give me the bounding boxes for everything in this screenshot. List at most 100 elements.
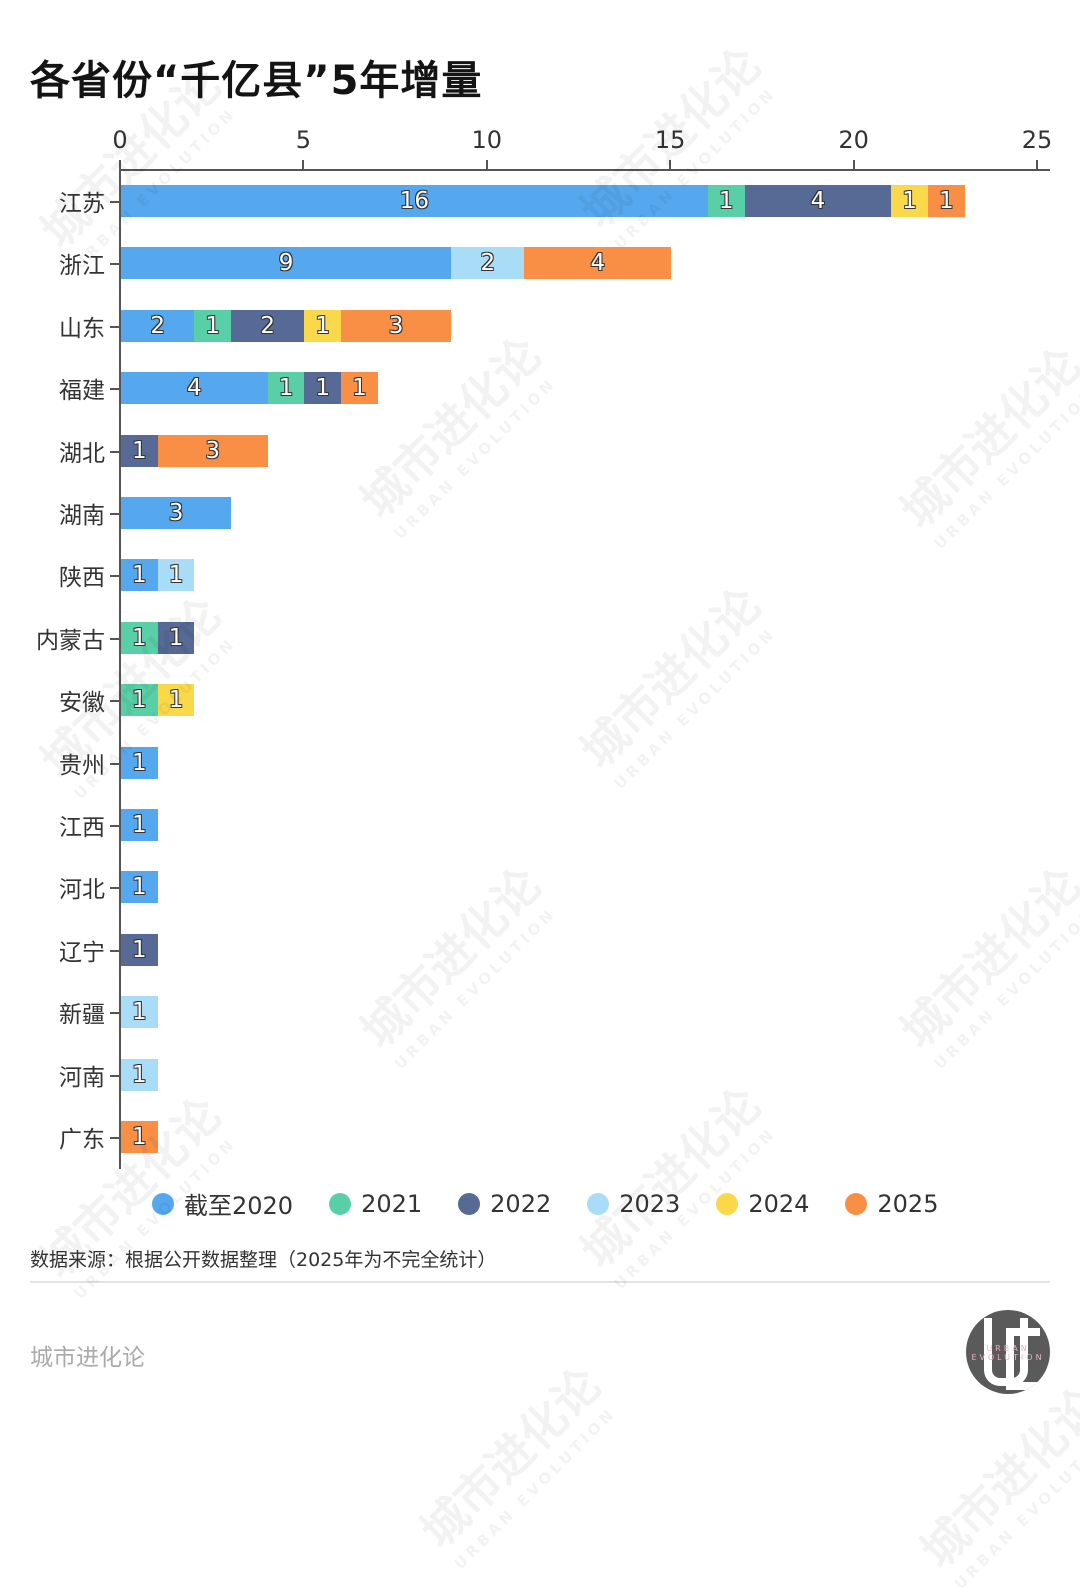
legend-dot-icon [329, 1192, 352, 1215]
legend-dot-icon [845, 1192, 868, 1215]
x-tick-mark [119, 160, 121, 170]
bar-segment-2022: 4 [744, 185, 892, 217]
data-source-note: 数据来源：根据公开数据整理（2025年为不完全统计） [30, 1249, 497, 1271]
legend-dot-icon [587, 1192, 610, 1215]
x-tick-label: 20 [838, 126, 869, 154]
footer-divider [30, 1281, 1050, 1283]
y-tick-mark [110, 325, 120, 328]
bar-segment-2023: 1 [121, 996, 158, 1029]
y-tick-mark [110, 762, 120, 765]
y-tick-mark [110, 887, 120, 890]
bar-segment-2021: 1 [707, 185, 745, 217]
x-tick-label: 5 [295, 126, 312, 154]
bar-segment-2025: 3 [341, 309, 452, 342]
x-tick-mark [302, 160, 305, 170]
stacked-bar: 16 1 4 1 1 [121, 185, 965, 217]
y-tick-mark [110, 263, 120, 266]
x-tick-label: 10 [471, 126, 503, 154]
y-tick-mark [110, 575, 120, 578]
stacked-bar: 1 [121, 996, 158, 1029]
category-label: 江苏 [59, 191, 105, 217]
stacked-bar: 1 [121, 1058, 158, 1091]
x-tick-label: 0 [112, 126, 128, 154]
stacked-bar: 3 [121, 497, 232, 529]
bar-segment-2024: 1 [891, 185, 928, 217]
stacked-bar: 1 [121, 933, 158, 966]
category-label: 山东 [59, 315, 105, 342]
logo-c-shape [1006, 1328, 1040, 1390]
category-label: 内蒙古 [36, 627, 105, 654]
category-label: 江西 [59, 815, 105, 841]
chart-legend: 截至2020 2021 2022 2023 2024 2025 [152, 1186, 938, 1221]
bar-segment-2024: 1 [304, 309, 342, 342]
bar-segment-2025: 1 [341, 372, 378, 405]
bar-segment-2023: 2 [451, 247, 525, 280]
y-tick-mark [110, 700, 120, 703]
category-label: 河南 [59, 1064, 105, 1091]
legend-label: 2025 [877, 1189, 939, 1218]
brand-logo-icon: URBAN EVOLUTION [966, 1310, 1050, 1394]
category-label: 河北 [59, 877, 105, 904]
x-axis-line [120, 169, 1050, 171]
legend-item: 2025 [845, 1190, 938, 1218]
stacked-bar: 1 [121, 746, 158, 779]
category-label: 浙江 [59, 253, 105, 280]
x-tick-mark [1036, 160, 1038, 170]
legend-item: 2023 [587, 1190, 680, 1218]
bar-segment-2024: 1 [157, 684, 195, 717]
category-label: 湖南 [59, 503, 105, 529]
category-label: 新疆 [59, 1002, 105, 1029]
legend-label: 2024 [748, 1189, 810, 1218]
y-tick-mark [110, 201, 120, 203]
legend-dot-icon [152, 1192, 174, 1215]
stacked-bar: 1 [121, 809, 158, 841]
bar-segment-截至2020: 16 [121, 185, 708, 217]
y-tick-mark [110, 1074, 120, 1077]
bar-segment-2025: 1 [121, 1121, 158, 1153]
chart-plot-area: 0 5 10 15 20 25 江苏 16 1 4 1 1 浙江 9 2 4 山东 2 1 2 1 3 福建 4 1 1 1 湖北 1 3… [36, 126, 1053, 1169]
bar-segment-2022: 1 [121, 434, 158, 467]
category-label: 辽宁 [59, 939, 105, 966]
y-tick-mark [110, 450, 120, 453]
category-label: 贵州 [59, 752, 105, 779]
category-label: 陕西 [59, 565, 105, 592]
category-label: 湖北 [59, 440, 105, 467]
bar-segment-截至2020: 9 [121, 247, 452, 280]
x-tick-mark [485, 160, 488, 170]
bar-segment-2021: 1 [194, 309, 232, 342]
legend-label: 2021 [361, 1189, 423, 1218]
y-axis-line [119, 169, 121, 1169]
x-tick-mark [852, 160, 855, 170]
bar-segment-截至2020: 2 [121, 309, 195, 342]
legend-item: 2024 [716, 1190, 809, 1218]
x-tick-mark [669, 160, 672, 170]
logo-text: URBAN EVOLUTION [971, 1344, 1045, 1362]
x-tick-label: 25 [1021, 126, 1053, 154]
legend-item: 截至2020 [152, 1186, 293, 1221]
bar-segment-截至2020: 3 [121, 497, 232, 529]
bar-segment-2022: 2 [231, 309, 305, 342]
category-label: 安徽 [59, 690, 105, 717]
category-label: 福建 [59, 378, 105, 405]
legend-item: 2021 [329, 1190, 422, 1218]
y-tick-mark [110, 513, 120, 515]
legend-label: 2023 [619, 1189, 681, 1218]
bar-segment-2025: 3 [157, 434, 268, 467]
bar-segment-2025: 1 [927, 185, 965, 217]
category-label: 广东 [59, 1127, 105, 1153]
bar-segment-截至2020: 1 [121, 746, 158, 779]
legend-dot-icon [458, 1192, 481, 1215]
bar-segment-截至2020: 4 [121, 372, 268, 405]
y-tick-mark [110, 825, 120, 827]
y-tick-mark [110, 637, 120, 640]
y-tick-mark [110, 1012, 120, 1015]
legend-dot-icon [716, 1192, 739, 1215]
